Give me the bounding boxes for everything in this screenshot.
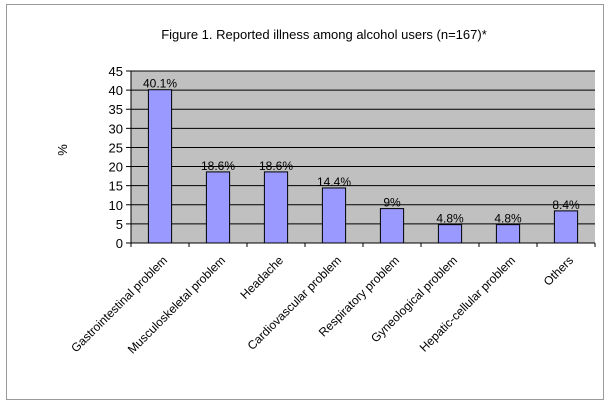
- x-tick-label: Hepatic-cellular problem: [417, 253, 518, 354]
- x-tick-label: Musculoskeletal problem: [125, 253, 228, 356]
- y-tick-label: 10: [109, 198, 123, 213]
- bar: [495, 224, 521, 244]
- data-label: 18.6%: [201, 159, 235, 173]
- chart-title: Figure 1. Reported illness among alcohol…: [161, 27, 487, 42]
- bar: [553, 210, 579, 244]
- y-tick-label: 20: [109, 160, 123, 175]
- x-tick-label: Cardiovascular problem: [245, 253, 345, 353]
- y-tick-label: 5: [116, 217, 123, 232]
- y-tick-label: 35: [109, 102, 123, 117]
- y-tick-label: 25: [109, 140, 123, 155]
- data-label: 8.4%: [552, 198, 580, 212]
- y-axis-label: %: [55, 144, 70, 156]
- bar: [205, 171, 231, 244]
- y-tick-label: 45: [109, 64, 123, 79]
- x-tick-label: Others: [541, 253, 576, 288]
- data-label: 4.8%: [494, 212, 522, 226]
- bar: [263, 171, 289, 244]
- bar: [147, 89, 173, 244]
- x-tick-label: Headache: [238, 253, 287, 302]
- bar: [379, 208, 405, 244]
- y-tick-label: 30: [109, 121, 123, 136]
- data-label: 18.6%: [259, 159, 293, 173]
- x-tick-label: Gastrointestinal problem: [68, 253, 170, 355]
- y-tick-label: 0: [116, 236, 123, 251]
- data-label: 40.1%: [143, 77, 177, 91]
- data-label: 14.4%: [317, 175, 351, 189]
- data-label: 4.8%: [436, 212, 464, 226]
- y-tick-label: 40: [109, 83, 123, 98]
- bar: [437, 224, 463, 244]
- bar: [321, 187, 347, 244]
- plot-background: [131, 71, 595, 243]
- data-label: 9%: [383, 196, 401, 210]
- bar-chart: Figure 1. Reported illness among alcohol…: [55, 27, 596, 357]
- y-tick-label: 15: [109, 179, 123, 194]
- chart-frame: Figure 1. Reported illness among alcohol…: [6, 4, 604, 400]
- plot-area: 0 5 10 15 20 25 30 35 40 45 40.1% Gastrointestinal …: [68, 64, 596, 357]
